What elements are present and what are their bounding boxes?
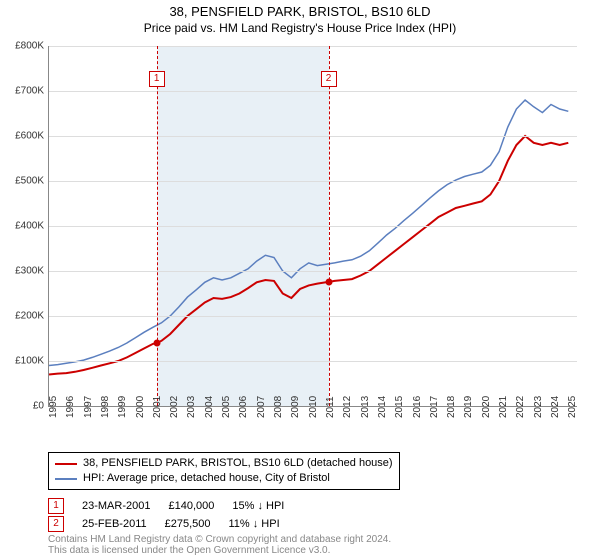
- sale-marker-1: 1: [48, 498, 64, 514]
- sale-row-2: 2 25-FEB-2011 £275,500 11% ↓ HPI: [48, 516, 280, 532]
- x-axis-label: 2025: [567, 396, 578, 418]
- x-axis-label: 2005: [221, 396, 232, 418]
- marker-line-1: [157, 46, 158, 406]
- x-axis-label: 2012: [342, 396, 353, 418]
- sale-date-1: 23-MAR-2001: [82, 500, 150, 512]
- x-axis-label: 2022: [515, 396, 526, 418]
- price-chart: 12: [48, 46, 577, 407]
- x-axis-label: 2009: [290, 396, 301, 418]
- legend-label-hpi: HPI: Average price, detached house, City…: [83, 471, 330, 486]
- marker-box-1: 1: [149, 71, 165, 87]
- y-axis-label: £0: [33, 401, 44, 412]
- x-axis-label: 2003: [186, 396, 197, 418]
- x-axis-label: 1998: [100, 396, 111, 418]
- y-axis-label: £200K: [15, 311, 44, 322]
- x-axis-label: 2007: [256, 396, 267, 418]
- page-subtitle: Price paid vs. HM Land Registry's House …: [0, 19, 600, 39]
- sale-delta-2: 11% ↓ HPI: [229, 518, 280, 530]
- x-axis-label: 2018: [446, 396, 457, 418]
- sale-dot-2: [325, 279, 332, 286]
- x-axis-label: 2017: [429, 396, 440, 418]
- sale-delta-1: 15% ↓ HPI: [232, 500, 284, 512]
- y-axis-label: £600K: [15, 131, 44, 142]
- x-axis-label: 2004: [204, 396, 215, 418]
- x-axis-label: 2001: [152, 396, 163, 418]
- legend-entry-hpi: HPI: Average price, detached house, City…: [55, 471, 393, 486]
- sale-row-1: 1 23-MAR-2001 £140,000 15% ↓ HPI: [48, 498, 284, 514]
- x-axis-label: 2023: [533, 396, 544, 418]
- marker-line-2: [329, 46, 330, 406]
- y-axis-label: £700K: [15, 86, 44, 97]
- x-axis-label: 2019: [463, 396, 474, 418]
- x-axis-label: 2008: [273, 396, 284, 418]
- x-axis-label: 1999: [117, 396, 128, 418]
- x-axis-label: 2010: [308, 396, 319, 418]
- x-axis-label: 2021: [498, 396, 509, 418]
- sale-price-2: £275,500: [165, 518, 211, 530]
- legend-swatch-hpi: [55, 478, 77, 480]
- y-axis-label: £300K: [15, 266, 44, 277]
- x-axis-label: 2015: [394, 396, 405, 418]
- y-axis-label: £800K: [15, 41, 44, 52]
- x-axis-label: 2011: [325, 396, 336, 418]
- legend-label-property: 38, PENSFIELD PARK, BRISTOL, BS10 6LD (d…: [83, 456, 393, 471]
- marker-box-2: 2: [321, 71, 337, 87]
- page-title: 38, PENSFIELD PARK, BRISTOL, BS10 6LD: [0, 0, 600, 19]
- legend-entry-property: 38, PENSFIELD PARK, BRISTOL, BS10 6LD (d…: [55, 456, 393, 471]
- y-axis-label: £400K: [15, 221, 44, 232]
- footer-line2: This data is licensed under the Open Gov…: [48, 545, 391, 556]
- y-axis-label: £500K: [15, 176, 44, 187]
- x-axis-label: 2024: [550, 396, 561, 418]
- x-axis-label: 1995: [48, 396, 59, 418]
- x-axis-label: 1996: [65, 396, 76, 418]
- sale-price-1: £140,000: [168, 500, 214, 512]
- sale-dot-1: [153, 340, 160, 347]
- footer-line1: Contains HM Land Registry data © Crown c…: [48, 534, 391, 545]
- footer-text: Contains HM Land Registry data © Crown c…: [48, 534, 391, 556]
- sale-marker-2: 2: [48, 516, 64, 532]
- x-axis-label: 2014: [377, 396, 388, 418]
- x-axis-label: 2002: [169, 396, 180, 418]
- x-axis-label: 2020: [481, 396, 492, 418]
- x-axis-label: 2000: [135, 396, 146, 418]
- y-axis-label: £100K: [15, 356, 44, 367]
- series-property: [49, 136, 568, 375]
- x-axis-label: 2006: [238, 396, 249, 418]
- x-axis-label: 1997: [83, 396, 94, 418]
- x-axis-label: 2013: [360, 396, 371, 418]
- x-axis-label: 2016: [412, 396, 423, 418]
- legend-box: 38, PENSFIELD PARK, BRISTOL, BS10 6LD (d…: [48, 452, 400, 490]
- series-hpi: [49, 100, 568, 366]
- sale-date-2: 25-FEB-2011: [82, 518, 147, 530]
- legend-swatch-property: [55, 463, 77, 465]
